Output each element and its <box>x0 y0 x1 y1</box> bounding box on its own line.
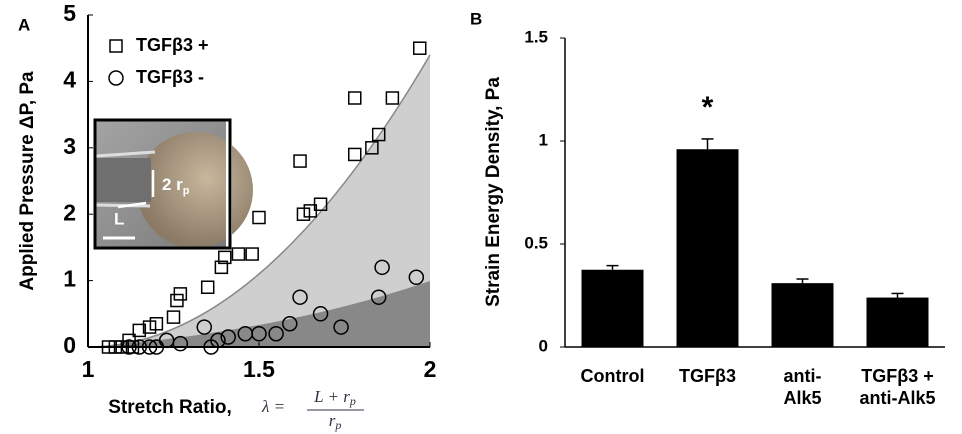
x-tick-label: 2 <box>424 356 437 382</box>
y-axis-label: Applied Pressure ΔP, Pa <box>17 71 38 291</box>
upper-fit-region <box>88 55 430 347</box>
marker-square <box>365 141 379 155</box>
marker-square <box>313 197 328 211</box>
formula-subscript: p <box>349 394 356 408</box>
inset-arrow <box>117 201 147 209</box>
inset-text: 2 r <box>162 175 183 194</box>
y-tick-label: 2 <box>63 199 76 225</box>
inset-frame <box>93 118 232 250</box>
marker-square <box>149 317 164 331</box>
marker-square <box>348 91 362 105</box>
formula: λ = L + rp rp <box>261 387 364 432</box>
marker-square <box>142 320 157 334</box>
bar <box>676 149 739 347</box>
legend-label: TGFβ3 - <box>136 67 204 87</box>
y-tick-label: 4 <box>63 66 76 92</box>
marker-circle <box>370 289 387 305</box>
panel-letter: B <box>470 9 482 28</box>
marker-square <box>200 280 215 294</box>
marker-square <box>293 154 307 168</box>
bar <box>581 269 644 347</box>
marker-square <box>252 210 266 225</box>
y-tick-label: 5 <box>63 0 76 26</box>
marker-square <box>385 91 400 105</box>
marker-square <box>231 247 246 261</box>
marker-circle <box>210 332 226 349</box>
bar <box>866 297 929 347</box>
marker-square <box>101 340 116 354</box>
marker-circle <box>108 70 124 86</box>
formula-denominator: rp <box>329 411 342 432</box>
marker-square <box>371 127 386 142</box>
x-axis-label: Stretch Ratio, <box>108 397 232 418</box>
x-tick-label: TGFβ3 <box>679 366 736 386</box>
y-tick-label: 0 <box>63 332 76 358</box>
marker-circle <box>268 325 284 342</box>
marker-circle <box>333 319 349 335</box>
marker-square <box>218 250 232 265</box>
marker-circle <box>292 289 308 305</box>
y-tick-label: 0.5 <box>524 233 548 252</box>
x-tick-label: TGFβ3 + anti-Alk5 <box>859 366 935 408</box>
x-tick-label: Control <box>581 366 645 386</box>
marker-square <box>109 39 123 53</box>
marker-circle <box>282 316 298 332</box>
label-line: anti- <box>784 366 822 386</box>
y-tick-label: 1 <box>539 130 548 149</box>
inset-pipette <box>96 158 151 202</box>
marker-circle <box>374 259 390 276</box>
marker-square <box>245 247 259 261</box>
y-tick-label: 1 <box>63 266 76 292</box>
annotation: * <box>702 91 714 124</box>
formula-numerator: L + rp <box>313 387 356 408</box>
marker-square <box>132 323 147 338</box>
marker-square <box>348 147 362 162</box>
marker-square <box>296 207 311 221</box>
marker-circle <box>220 329 236 345</box>
inset-subscript: p <box>183 185 190 197</box>
lower-fit-region <box>88 281 430 347</box>
marker-circle <box>408 269 425 286</box>
x-tick-label: 1.5 <box>243 356 275 382</box>
marker-circle <box>141 339 158 355</box>
legend-label: TGFβ3 + <box>136 35 209 55</box>
inset-label: 2 rp <box>162 175 190 196</box>
marker-circle <box>251 325 267 342</box>
marker-circle <box>172 335 189 352</box>
marker-square <box>166 310 181 324</box>
marker-circle <box>121 339 137 355</box>
inset-label: L <box>114 209 124 228</box>
marker-square <box>214 260 229 275</box>
y-axis-label: Strain Energy Density, Pa <box>483 77 504 307</box>
y-tick-label: 1.5 <box>524 27 548 46</box>
marker-square <box>412 41 427 55</box>
marker-square <box>173 287 188 301</box>
formula-lhs: λ = <box>261 397 285 416</box>
inset-image: 2 rp L <box>93 118 253 250</box>
formula-text: r <box>329 411 336 430</box>
panel-a: A Applied Pressure ΔP, Pa Stretch Ratio,… <box>17 0 436 432</box>
inset-sphere <box>137 132 253 248</box>
formula-text: L + r <box>313 387 350 406</box>
marker-circle <box>131 339 148 355</box>
x-tick-label: anti-Alk5 <box>783 366 821 408</box>
y-tick-label: 0 <box>539 336 548 355</box>
y-tick-label: 3 <box>63 133 76 159</box>
marker-circle <box>312 306 329 322</box>
bar <box>771 283 834 347</box>
label-line: TGFβ3 + <box>861 366 934 386</box>
inset-pipette-edge <box>95 150 156 158</box>
formula-subscript: p <box>334 418 341 432</box>
label-line: Alk5 <box>783 388 821 408</box>
panel-letter: A <box>18 15 30 34</box>
marker-circle <box>196 319 213 335</box>
x-tick-label: 1 <box>82 356 95 382</box>
panel-b: B Strain Energy Density, Pa 0 0.5 1 1.5 Cont… <box>470 9 945 408</box>
label-line: anti-Alk5 <box>859 388 935 408</box>
